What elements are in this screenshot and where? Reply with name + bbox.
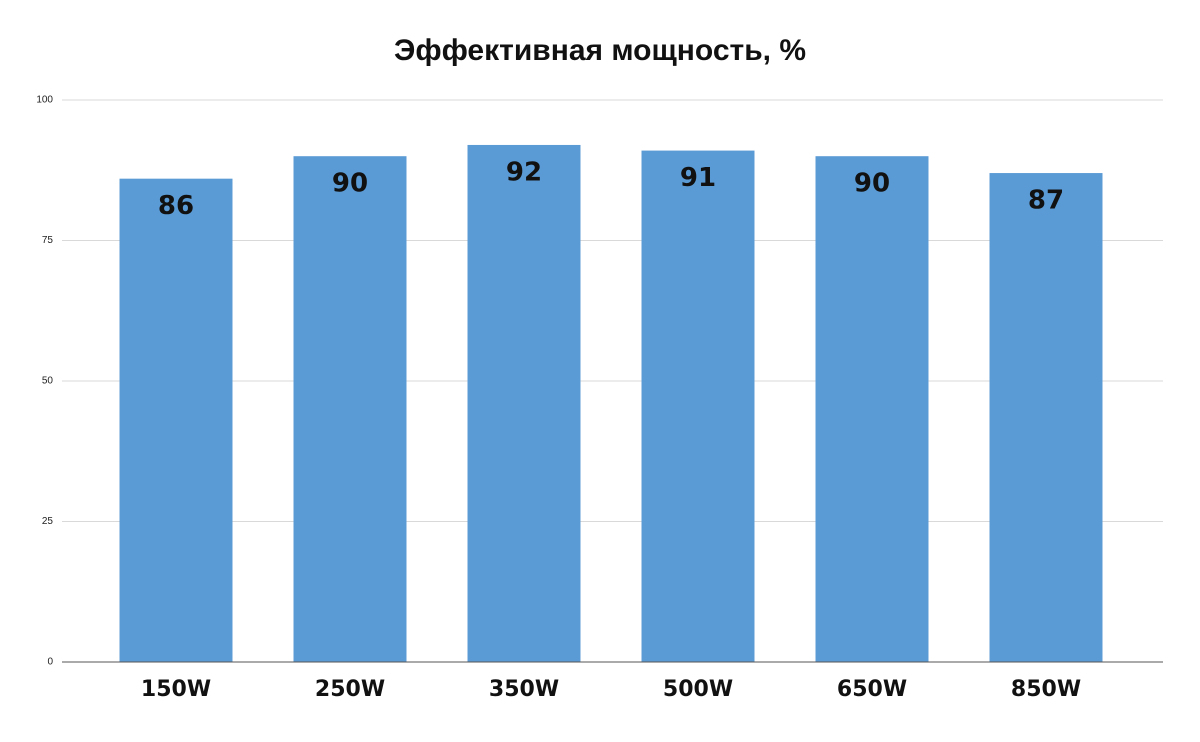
bar bbox=[467, 144, 581, 662]
bar bbox=[989, 173, 1103, 662]
chart-title: Эффективная мощность, % bbox=[394, 34, 806, 67]
x-tick-label: 850W bbox=[1011, 677, 1081, 702]
x-tick-label: 250W bbox=[315, 677, 385, 702]
y-tick-label: 75 bbox=[42, 235, 54, 246]
bar bbox=[815, 156, 929, 662]
y-tick-label: 25 bbox=[42, 516, 54, 527]
x-tick-label: 350W bbox=[489, 677, 559, 702]
y-tick-label: 100 bbox=[36, 95, 53, 106]
x-tick-label: 500W bbox=[663, 677, 733, 702]
y-tick-label: 0 bbox=[47, 657, 53, 668]
data-label: 91 bbox=[680, 163, 716, 193]
x-tick-label: 650W bbox=[837, 677, 907, 702]
data-label: 90 bbox=[854, 169, 890, 199]
y-tick-label: 50 bbox=[42, 376, 54, 387]
data-label: 86 bbox=[158, 191, 194, 221]
bar bbox=[641, 150, 755, 662]
bar bbox=[119, 178, 233, 662]
data-label: 92 bbox=[506, 157, 542, 187]
data-label: 90 bbox=[332, 169, 368, 199]
x-tick-label: 150W bbox=[141, 677, 211, 702]
data-label: 87 bbox=[1028, 186, 1064, 216]
bar bbox=[293, 156, 407, 662]
